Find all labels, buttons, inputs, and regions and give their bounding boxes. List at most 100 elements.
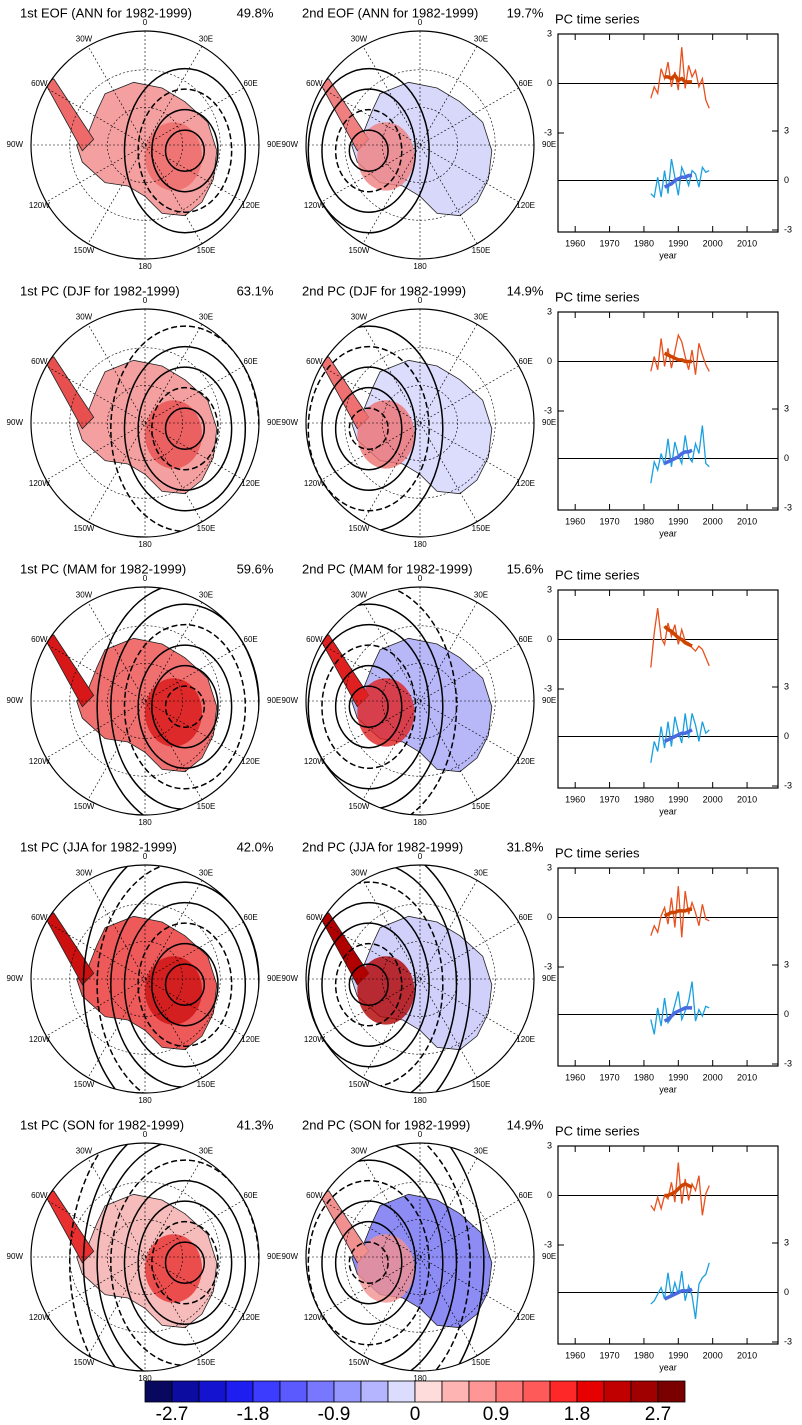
map-border: [305, 586, 535, 816]
colorbar-box: [441, 1380, 470, 1403]
map-label: 180: [138, 262, 152, 271]
y-tick-label: -3: [544, 405, 552, 415]
y2-tick-label: -3: [784, 1336, 792, 1346]
map-label: 150E: [197, 802, 216, 811]
contour: [96, 1143, 259, 1371]
map-label: 30W: [76, 590, 93, 599]
map-label: 30W: [76, 34, 93, 43]
shading-core: [357, 956, 415, 1025]
graticule: [362, 324, 478, 522]
shading-core: [357, 400, 415, 469]
map: [306, 31, 534, 259]
y2-tick-label: 3: [784, 403, 789, 413]
map-label: 90W: [7, 418, 24, 427]
map-label: 150W: [74, 1358, 95, 1367]
map-label: 30E: [199, 590, 213, 599]
colorbar-label: 0.9: [483, 1404, 509, 1425]
map-label: 150E: [472, 802, 491, 811]
map-label: 30W: [351, 1146, 368, 1155]
chart-title: PC time series: [555, 567, 640, 582]
contour: [348, 685, 389, 728]
series-line: [650, 333, 710, 375]
contour: [321, 922, 417, 1048]
map-border: [30, 1142, 260, 1372]
contour: [82, 1143, 259, 1371]
series-line: [663, 625, 693, 648]
y-tick-label: 3: [547, 862, 552, 872]
contour: [123, 1179, 247, 1346]
map-label: 120W: [304, 757, 325, 766]
y-tick-label: 3: [547, 1140, 552, 1150]
contour: [137, 88, 233, 214]
plot-frame: [557, 867, 779, 1067]
map-label: 150W: [349, 1358, 370, 1367]
x-tick-label: 2000: [703, 794, 723, 804]
contour: [307, 1179, 430, 1346]
map-label: 30W: [351, 34, 368, 43]
x-axis-label: year: [659, 1084, 677, 1094]
map-label: 60W: [31, 635, 48, 644]
colorbar-box: [630, 1380, 659, 1403]
chart-title: PC time series: [555, 845, 640, 860]
series-line: [663, 1006, 693, 1023]
map-label: 120W: [304, 201, 325, 210]
x-axis-label: year: [659, 528, 677, 538]
plot-frame: [557, 1145, 779, 1345]
graticule: [46, 1199, 244, 1315]
map-label: 120E: [516, 757, 535, 766]
contour: [307, 345, 430, 512]
series-line: [664, 1182, 693, 1198]
x-tick-label: 1970: [600, 794, 620, 804]
map-label: 30E: [199, 1146, 213, 1155]
y2-tick-label: -3: [784, 502, 792, 512]
map-label: 0: [418, 1130, 423, 1139]
y2-tick-label: -3: [784, 780, 792, 790]
y2-tick-label: 0: [784, 453, 789, 463]
map-label: 60W: [31, 913, 48, 922]
variance: 63.1%: [237, 283, 274, 298]
map-label: 120E: [516, 201, 535, 210]
graticule: [362, 46, 478, 244]
contour: [334, 664, 403, 749]
x-tick-label: 1990: [668, 794, 688, 804]
map-label: 120E: [241, 479, 260, 488]
peninsula: [44, 912, 95, 986]
map-label: 150E: [197, 1358, 216, 1367]
colorbar-label: 1.8: [564, 1404, 590, 1425]
map-label: 90W: [282, 974, 299, 983]
map-label: 150W: [74, 802, 95, 811]
map-label: 30W: [351, 312, 368, 321]
series-line: [650, 158, 710, 199]
chart-title: PC time series: [555, 1123, 640, 1138]
contour: [137, 366, 233, 492]
y-tick-label: 0: [547, 634, 552, 644]
contour: [334, 108, 403, 193]
map-label: 180: [138, 1374, 152, 1383]
contour: [307, 623, 430, 790]
map-label: 0: [143, 852, 148, 861]
map: [306, 865, 534, 1093]
map-label: 60E: [244, 79, 258, 88]
map-border: [305, 864, 535, 1094]
x-tick-label: 1990: [668, 238, 688, 248]
variance: 19.7%: [507, 5, 544, 20]
map: [31, 1143, 259, 1371]
y-tick-label: -3: [544, 127, 552, 137]
map-title: 2nd EOF (ANN for 1982-1999): [302, 5, 478, 20]
series-line: [650, 1162, 710, 1216]
map-label: 150E: [472, 246, 491, 255]
map-label: 150E: [197, 1080, 216, 1089]
shading-core: [145, 400, 202, 469]
variance: 41.3%: [237, 1117, 274, 1132]
map-label: 0: [143, 1130, 148, 1139]
colorbar-box: [333, 1380, 362, 1403]
map-label: 60E: [244, 1191, 258, 1200]
y-tick-label: -3: [544, 1239, 552, 1249]
map-label: 30E: [474, 590, 488, 599]
map-label: 90E: [267, 974, 281, 983]
contour: [69, 1143, 259, 1371]
x-tick-label: 2000: [703, 516, 723, 526]
map-label: 60W: [31, 357, 48, 366]
map-border: [30, 864, 260, 1094]
